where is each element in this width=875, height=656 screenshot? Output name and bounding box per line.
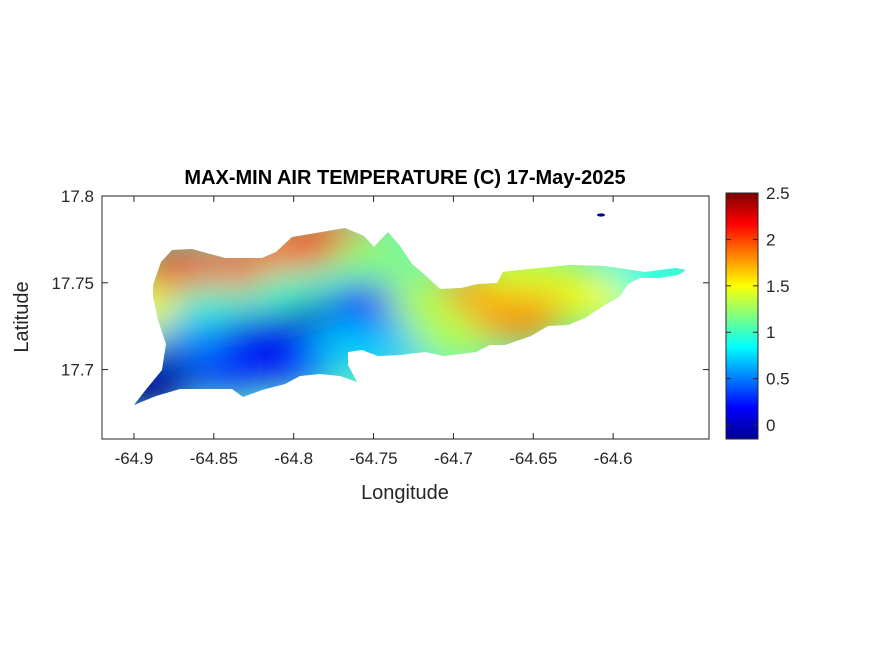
x-axis-label: Longitude: [361, 482, 449, 504]
x-tick-label: -64.6: [594, 449, 633, 468]
heat-sample: [329, 234, 418, 279]
colorbar-ticks: 0 0.5 1 1.5 2 2.5: [726, 184, 790, 435]
x-tick-label: -64.75: [349, 449, 397, 468]
heat-sample: [169, 283, 258, 328]
colorbar-tick-label: 1: [766, 323, 775, 342]
y-tick-label: 17.7: [61, 361, 94, 380]
x-tick-label: -64.7: [434, 449, 473, 468]
x-tick-label: -64.8: [274, 449, 313, 468]
x-tick-label: -64.65: [509, 449, 557, 468]
x-axis: -64.9 -64.85 -64.8 -64.75 -64.7 -64.65 -64.6: [115, 196, 633, 468]
y-axis-label: Latitude: [11, 281, 33, 352]
colorbar-tick-label: 1.5: [766, 277, 790, 296]
colorbar: [725, 192, 759, 440]
y-axis: 17.7 17.75 17.8: [51, 187, 709, 380]
heat-sample: [185, 248, 274, 293]
x-tick-label: -64.9: [115, 449, 154, 468]
chart-title: MAX-MIN AIR TEMPERATURE (C) 17-May-2025: [184, 167, 625, 189]
x-tick-label: -64.85: [190, 449, 238, 468]
colorbar-tick-label: 2: [766, 230, 775, 249]
y-tick-label: 17.75: [51, 274, 94, 293]
colorbar-tick-label: 0.5: [766, 370, 790, 389]
y-tick-label: 17.8: [61, 187, 94, 206]
islet-marker: [597, 213, 605, 217]
colorbar-tick-label: 0: [766, 416, 775, 435]
colorbar-tick-label: 2.5: [766, 184, 790, 203]
